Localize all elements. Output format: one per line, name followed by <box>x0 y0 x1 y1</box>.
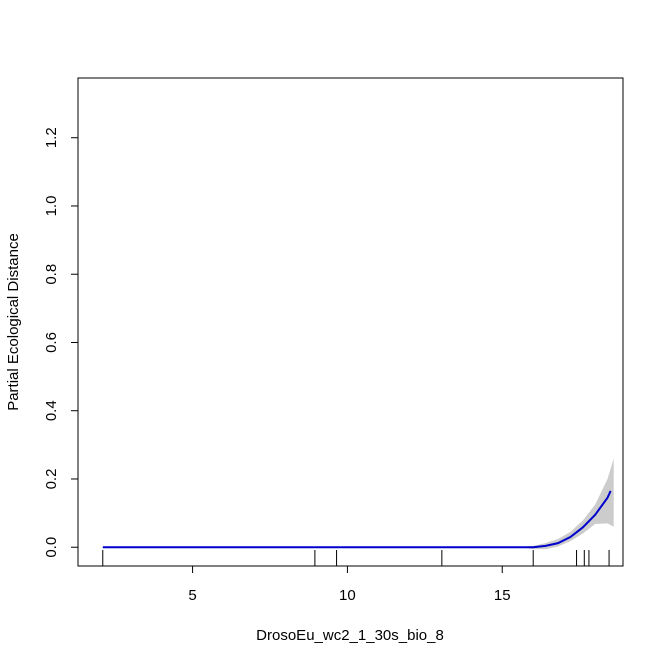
plot-frame <box>77 77 624 567</box>
rug-layer <box>102 550 610 566</box>
line-layer <box>102 490 612 549</box>
x-tick-label: 15 <box>494 587 511 604</box>
y-axis: 0.0 0.2 0.4 0.6 0.8 1.0 1.2 <box>43 127 79 558</box>
confidence-band <box>102 458 614 550</box>
confidence-band-layer <box>102 458 614 550</box>
y-tick-label: 0.8 <box>43 264 60 285</box>
y-tick-label: 1.0 <box>43 196 60 217</box>
y-tick-label: 1.2 <box>43 127 60 148</box>
x-axis: 5 10 15 <box>188 565 511 604</box>
x-tick-label: 5 <box>188 587 196 604</box>
x-axis-label: DrosoEu_wc2_1_30s_bio_8 <box>256 627 444 644</box>
y-axis-label: Partial Ecological Distance <box>5 233 22 411</box>
y-tick-label: 0.0 <box>43 537 60 558</box>
x-tick-label: 10 <box>339 587 356 604</box>
y-tick-label: 0.4 <box>43 400 60 421</box>
series-line <box>102 490 612 549</box>
y-tick-label: 0.2 <box>43 469 60 490</box>
y-tick-label: 0.6 <box>43 332 60 353</box>
